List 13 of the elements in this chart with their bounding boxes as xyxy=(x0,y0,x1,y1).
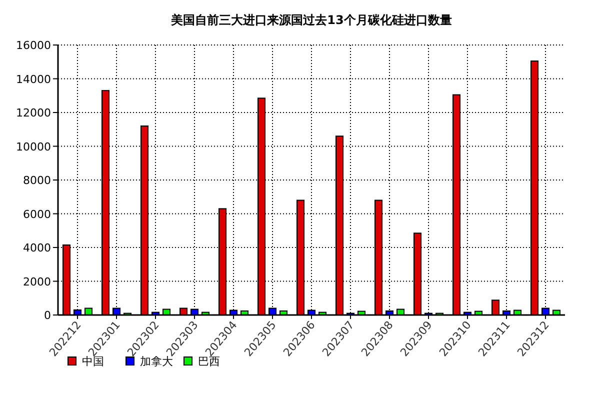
legend-label: 巴西 xyxy=(198,355,220,368)
y-tick-label: 10000 xyxy=(16,140,51,154)
y-tick-label: 4000 xyxy=(23,242,51,254)
y-tick-label: 2000 xyxy=(23,275,51,288)
legend-label: 加拿大 xyxy=(140,355,173,368)
y-tick-label: 14000 xyxy=(16,72,51,86)
y-tick-label: 12000 xyxy=(16,106,51,120)
y-tick-label: 6000 xyxy=(23,208,51,221)
legend-label: 中国 xyxy=(82,355,104,368)
y-tick-label: 8000 xyxy=(23,174,51,187)
chart-title: 美国自前三大进口来源国过去13个月碳化硅进口数量 xyxy=(170,13,452,27)
y-tick-label: 16000 xyxy=(16,39,51,52)
y-tick-label: 0 xyxy=(44,309,51,322)
